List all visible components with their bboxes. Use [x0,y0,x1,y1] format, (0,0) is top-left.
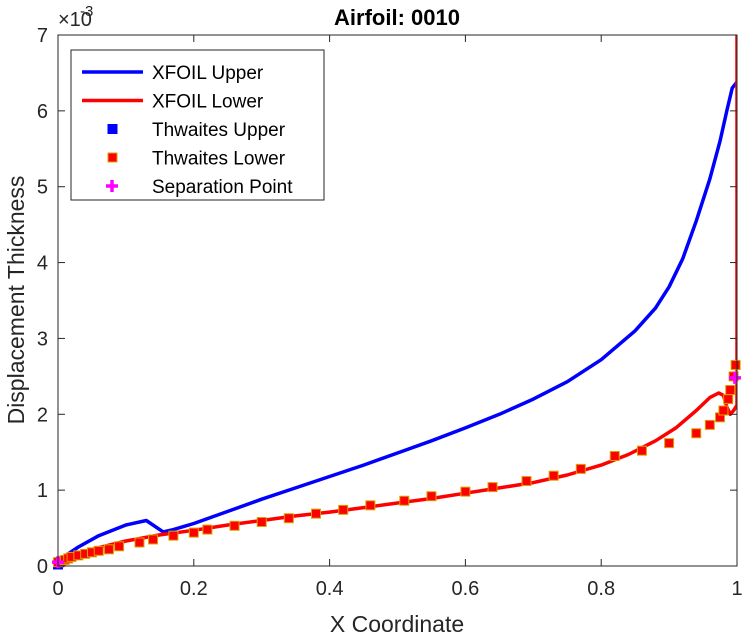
legend-label: XFOIL Lower [152,92,264,113]
thwaites-lower-marker [487,482,498,493]
y-tick-label: 5 [37,177,48,199]
legend-entry-xfoil-upper: XFOIL Upper [82,63,264,84]
thwaites-lower-marker [134,537,145,548]
thwaites-lower-marker [399,495,410,506]
x-tick-label: 0.4 [316,578,344,600]
thwaites-lower-marker [148,534,159,545]
thwaites-lower-marker [575,463,586,474]
thwaites-lower-marker [548,470,559,481]
thwaites-lower-marker [338,504,349,515]
y-exponent-power: -3 [80,3,93,20]
legend-swatch [107,152,118,163]
y-exponent: ×10 -3 [58,3,93,31]
y-tick-label: 0 [37,556,48,578]
legend-entry-thwaites-upper: Thwaites Upper [107,120,286,141]
thwaites-lower-marker [426,491,437,502]
y-tick-label: 3 [37,328,48,350]
legend: XFOIL Upper XFOIL Lower Thwaites Upper Thwa… [70,49,325,201]
thwaites-lower-marker [691,428,702,439]
thwaites-lower-marker [521,476,532,487]
thwaites-lower-marker [114,541,125,552]
thwaites-lower-marker [725,385,736,396]
thwaites-lower-marker [202,524,213,535]
axes-box [57,34,738,567]
thwaites-lower-marker [283,513,294,524]
legend-swatch [107,124,118,134]
tick-layer: 0 0.2 0.4 0.6 0.8 1 0 1 2 3 4 5 6 7 [37,25,743,600]
y-tick-label: 4 [37,253,48,275]
thwaites-lower-marker [188,527,199,538]
x-tick-label: 0.8 [587,578,615,600]
legend-label: XFOIL Upper [152,63,264,84]
legend-entry-separation-point: Separation Point [106,177,293,198]
legend-label: Thwaites Lower [152,149,286,170]
thwaites-lower-marker [311,508,322,519]
thwaites-lower-marker [664,438,675,449]
thwaites-lower-marker [93,545,104,556]
y-exponent-base: ×10 [58,9,92,31]
thwaites-lower-marker [730,359,741,370]
legend-label: Separation Point [152,177,293,198]
thwaites-lower-marker [256,517,267,528]
y-tick-label: 2 [37,404,48,426]
axes-layer [57,34,738,567]
x-tick-label: 0 [52,578,63,600]
legend-swatch [106,180,118,192]
thwaites-lower-marker [718,405,729,416]
thwaites-lower-marker [229,520,240,531]
legend-entry-xfoil-lower: XFOIL Lower [82,92,264,113]
thwaites-lower-marker [365,500,376,511]
y-axis-label: Displacement Thickness [3,176,29,425]
separation-point-marker [728,371,741,384]
thwaites-lower-marker [168,530,179,541]
thwaites-lower-marker [723,394,734,405]
y-tick-label: 7 [37,25,48,47]
y-tick-label: 1 [37,480,48,502]
x-axis-label: X Coordinate [330,611,464,637]
x-tick-label: 1 [731,578,742,600]
thwaites-lower-marker [609,451,620,462]
thwaites-lower-marker [103,544,114,555]
x-tick-label: 0.6 [451,578,479,600]
x-tick-label: 0.2 [180,578,208,600]
series-line-xfoil-upper [58,80,737,564]
thwaites-lower-marker [704,419,715,430]
y-tick-label: 6 [37,101,48,123]
chart-title: Airfoil: 0010 [334,5,460,30]
thwaites-lower-marker [460,486,471,497]
legend-label: Thwaites Upper [152,120,286,141]
thwaites-lower-marker [636,445,647,456]
legend-entry-thwaites-lower: Thwaites Lower [107,149,286,170]
